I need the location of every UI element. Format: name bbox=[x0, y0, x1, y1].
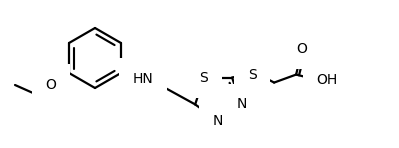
Text: OH: OH bbox=[316, 73, 338, 87]
Text: O: O bbox=[297, 42, 308, 56]
Text: HN: HN bbox=[132, 72, 153, 86]
Text: N: N bbox=[213, 114, 223, 128]
Text: S: S bbox=[248, 68, 257, 82]
Text: N: N bbox=[237, 97, 247, 111]
Text: S: S bbox=[200, 71, 208, 85]
Text: O: O bbox=[45, 78, 56, 92]
